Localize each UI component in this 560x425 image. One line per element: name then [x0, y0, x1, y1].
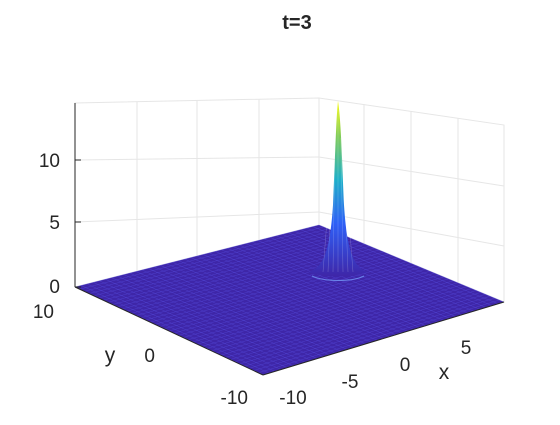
mesh-line	[257, 240, 444, 321]
mesh-line	[288, 232, 474, 312]
z-tick-label: 10	[39, 151, 60, 172]
mesh-line	[239, 292, 481, 365]
peak-mesh-line	[346, 193, 354, 273]
peak-mesh-line	[332, 137, 336, 273]
surface-peak	[308, 101, 368, 277]
x-axis-line	[262, 301, 505, 376]
mesh-line	[173, 265, 417, 334]
y-axis-label: y	[105, 344, 116, 367]
mesh-line	[168, 263, 412, 332]
mesh-line	[239, 244, 426, 326]
y-axis-ticks: 10 0 -10 y	[33, 302, 248, 409]
x-tick-label: 0	[400, 355, 411, 376]
mesh-line	[253, 297, 495, 371]
mesh-line	[221, 249, 408, 332]
mesh-line	[244, 294, 486, 367]
mesh-line	[282, 234, 468, 314]
mesh-line	[230, 288, 472, 360]
mesh-line	[227, 248, 414, 330]
mesh-line	[225, 286, 468, 358]
mesh-line	[202, 254, 390, 337]
mesh-line	[197, 274, 440, 345]
mesh-line	[209, 252, 396, 336]
z-axis-ticks: 0 5 10	[39, 151, 81, 298]
mesh-line	[245, 243, 432, 325]
x-axis-label: x	[439, 361, 450, 384]
mesh-line	[192, 272, 435, 343]
x-tick-label: -10	[279, 388, 306, 409]
mesh-line	[187, 270, 431, 341]
peak-mesh-line	[340, 137, 344, 273]
y-tick-label: -10	[221, 388, 248, 409]
mesh-line	[318, 224, 505, 303]
mesh-line	[248, 295, 491, 369]
y-tick-label: 10	[33, 302, 54, 323]
x-tick-label: -5	[342, 372, 359, 393]
mesh-line	[211, 280, 454, 352]
peak-base-highlight	[311, 275, 365, 281]
mesh-line	[201, 276, 444, 347]
peak-mesh-line	[343, 165, 349, 273]
mesh-line	[215, 282, 458, 354]
mesh-line	[233, 246, 420, 328]
mesh-line	[178, 267, 421, 336]
mesh-line	[183, 269, 426, 338]
mesh-line	[258, 299, 500, 374]
mesh-line	[74, 224, 320, 288]
y-tick-label: 0	[144, 346, 155, 367]
x-tick-label: 5	[461, 338, 472, 359]
x-axis-ticks: -10 -5 0 5 x	[279, 338, 471, 409]
mesh-line	[251, 241, 438, 323]
mesh-line	[234, 290, 477, 363]
mesh-line	[206, 278, 449, 349]
peak-mesh	[322, 110, 354, 273]
mesh-line	[276, 235, 462, 316]
chart-title: t=3	[282, 12, 311, 34]
peak-mesh-line	[322, 193, 330, 273]
z-tick-label: 5	[49, 213, 60, 234]
mesh-line	[220, 284, 463, 356]
peak-mesh-line	[327, 165, 333, 273]
z-tick-label: 0	[49, 277, 60, 298]
y-axis-line	[74, 286, 264, 376]
mesh-line	[215, 251, 402, 334]
mesh-line	[294, 230, 480, 310]
